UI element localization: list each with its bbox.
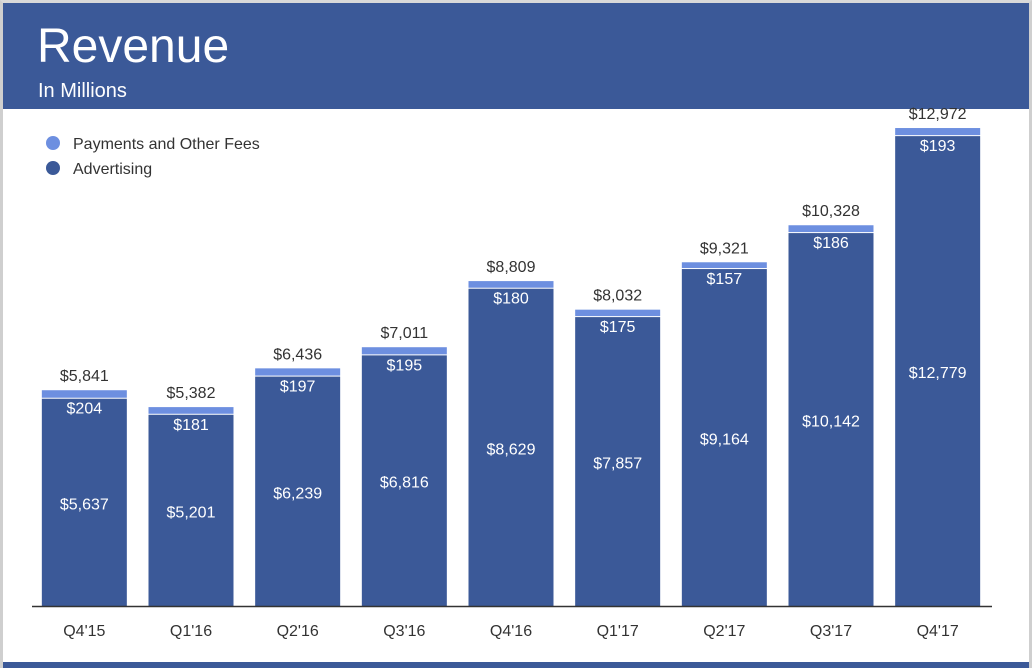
- bar-advertising: [41, 398, 127, 606]
- x-tick-label: Q4'16: [490, 623, 532, 640]
- bar-payments: [468, 281, 554, 288]
- data-label-advertising: $8,629: [487, 441, 536, 458]
- data-label-advertising: $7,857: [593, 456, 642, 473]
- bar-payments: [361, 347, 447, 355]
- bar-payments: [895, 128, 981, 136]
- x-tick-label: Q2'16: [277, 623, 319, 640]
- bar-advertising: [788, 233, 874, 606]
- header-banner: Revenue In Millions: [3, 3, 1029, 109]
- x-tick-label: Q3'17: [810, 623, 852, 640]
- data-label-advertising: $9,164: [700, 432, 749, 449]
- legend-marker: [46, 136, 60, 150]
- data-label-payments: $181: [173, 417, 209, 434]
- bar-advertising: [575, 317, 661, 606]
- data-label-payments: $204: [67, 401, 103, 418]
- legend-label: Payments and Other Fees: [73, 136, 260, 153]
- bottom-bar: [3, 662, 1029, 668]
- data-label-total: $8,032: [593, 288, 642, 305]
- bar-payments: [255, 368, 341, 376]
- bar-payments: [575, 309, 661, 317]
- data-label-total: $6,436: [273, 346, 322, 363]
- data-label-advertising: $5,201: [167, 504, 216, 521]
- data-label-payments: $186: [813, 235, 849, 252]
- bar-advertising: [468, 288, 554, 606]
- data-label-payments: $175: [600, 319, 636, 336]
- bar-payments: [41, 390, 127, 398]
- data-label-payments: $197: [280, 379, 316, 396]
- bar-payments: [788, 225, 874, 233]
- data-label-payments: $157: [707, 271, 743, 288]
- page-subtitle: In Millions: [38, 80, 127, 102]
- page-title: Revenue: [37, 20, 230, 73]
- data-label-total: $12,972: [909, 106, 967, 123]
- bar-advertising: [895, 136, 981, 606]
- data-label-advertising: $12,779: [909, 365, 967, 382]
- data-label-total: $9,321: [700, 240, 749, 257]
- bar-payments: [681, 262, 767, 269]
- bar-payments: [148, 407, 234, 414]
- legend-label: Advertising: [73, 161, 152, 178]
- data-label-payments: $195: [387, 357, 423, 374]
- data-label-total: $7,011: [380, 325, 428, 342]
- data-label-advertising: $10,142: [802, 414, 860, 431]
- bar-advertising: [361, 355, 447, 606]
- data-label-total: $5,382: [167, 385, 216, 402]
- data-label-advertising: $6,816: [380, 475, 429, 492]
- data-label-total: $5,841: [60, 368, 109, 385]
- bar-advertising: [148, 414, 234, 606]
- x-tick-label: Q2'17: [703, 623, 745, 640]
- x-tick-label: Q3'16: [383, 623, 425, 640]
- x-tick-label: Q1'17: [597, 623, 639, 640]
- legend-marker: [46, 161, 60, 175]
- data-label-total: $10,328: [802, 203, 860, 220]
- data-label-payments: $193: [920, 138, 956, 155]
- data-label-advertising: $5,637: [60, 496, 109, 513]
- data-label-payments: $180: [493, 291, 529, 308]
- bar-advertising: [681, 269, 767, 606]
- data-label-total: $8,809: [487, 259, 536, 276]
- data-label-advertising: $6,239: [273, 485, 322, 502]
- x-tick-label: Q1'16: [170, 623, 212, 640]
- x-tick-label: Q4'17: [917, 623, 959, 640]
- bar-advertising: [255, 376, 341, 606]
- x-tick-label: Q4'15: [63, 623, 105, 640]
